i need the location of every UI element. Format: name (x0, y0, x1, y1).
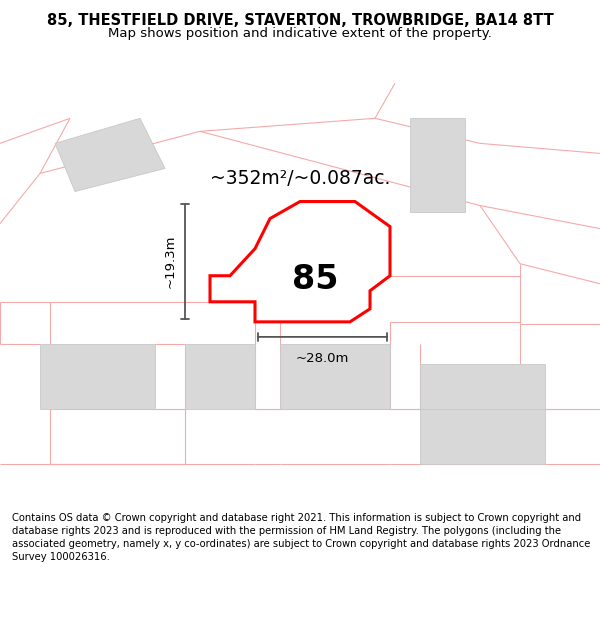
Text: 85: 85 (292, 263, 339, 296)
Polygon shape (185, 344, 255, 409)
Polygon shape (330, 239, 390, 282)
Text: Map shows position and indicative extent of the property.: Map shows position and indicative extent… (108, 27, 492, 40)
Polygon shape (55, 118, 165, 191)
Polygon shape (410, 118, 465, 211)
Polygon shape (280, 344, 390, 409)
Polygon shape (420, 409, 545, 464)
Polygon shape (40, 344, 155, 409)
Polygon shape (420, 364, 545, 409)
Text: Contains OS data © Crown copyright and database right 2021. This information is : Contains OS data © Crown copyright and d… (12, 513, 590, 562)
Text: ~19.3m: ~19.3m (163, 235, 176, 289)
Polygon shape (210, 201, 390, 322)
Text: ~28.0m: ~28.0m (295, 352, 349, 365)
Text: ~352m²/~0.087ac.: ~352m²/~0.087ac. (210, 169, 390, 188)
Text: 85, THESTFIELD DRIVE, STAVERTON, TROWBRIDGE, BA14 8TT: 85, THESTFIELD DRIVE, STAVERTON, TROWBRI… (47, 13, 553, 28)
